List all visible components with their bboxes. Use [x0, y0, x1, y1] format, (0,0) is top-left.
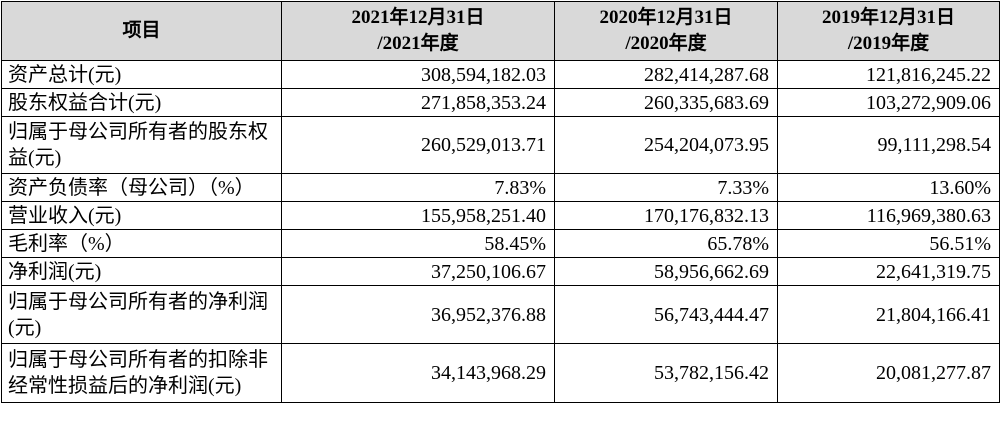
financial-summary-table: 项目 2021年12月31日/2021年度 2020年12月31日/2020年度… [1, 1, 1000, 403]
row-label: 净利润(元) [1, 257, 282, 286]
cell-2020: 58,956,662.69 [554, 257, 778, 286]
row-label: 营业收入(元) [1, 201, 282, 230]
cell-2019: 22,641,319.75 [777, 257, 1000, 286]
table-row: 股东权益合计(元) 271,858,353.24 260,335,683.69 … [1, 88, 1000, 117]
cell-2019: 20,081,277.87 [777, 343, 1000, 403]
cell-2021: 34,143,968.29 [281, 343, 555, 403]
cell-2019: 56.51% [777, 229, 1000, 258]
row-label: 归属于母公司所有者的股东权益(元) [1, 116, 282, 174]
row-label: 股东权益合计(元) [1, 88, 282, 117]
row-label: 归属于母公司所有者的净利润(元) [1, 285, 282, 344]
cell-2020: 254,204,073.95 [554, 116, 778, 174]
cell-2020: 7.33% [554, 173, 778, 202]
header-2019: 2019年12月31日/2019年度 [777, 1, 1000, 61]
cell-2019: 116,969,380.63 [777, 201, 1000, 230]
table-row: 营业收入(元) 155,958,251.40 170,176,832.13 11… [1, 201, 1000, 230]
cell-2021: 7.83% [281, 173, 555, 202]
cell-2019: 99,111,298.54 [777, 116, 1000, 174]
cell-2021: 155,958,251.40 [281, 201, 555, 230]
header-2020: 2020年12月31日/2020年度 [554, 1, 778, 61]
table-row: 资产总计(元) 308,594,182.03 282,414,287.68 12… [1, 60, 1000, 89]
cell-2019: 13.60% [777, 173, 1000, 202]
cell-2021: 271,858,353.24 [281, 88, 555, 117]
cell-2021: 58.45% [281, 229, 555, 258]
cell-2021: 36,952,376.88 [281, 285, 555, 344]
row-label: 资产总计(元) [1, 60, 282, 89]
table-row: 毛利率（%） 58.45% 65.78% 56.51% [1, 229, 1000, 258]
header-row: 项目 2021年12月31日/2021年度 2020年12月31日/2020年度… [1, 1, 1000, 61]
cell-2021: 260,529,013.71 [281, 116, 555, 174]
row-label: 毛利率（%） [1, 229, 282, 258]
cell-2020: 53,782,156.42 [554, 343, 778, 403]
row-label: 资产负债率（母公司）（%） [1, 173, 282, 202]
cell-2020: 65.78% [554, 229, 778, 258]
cell-2020: 260,335,683.69 [554, 88, 778, 117]
table-row: 归属于母公司所有者的股东权益(元) 260,529,013.71 254,204… [1, 116, 1000, 174]
header-item: 项目 [1, 1, 282, 61]
cell-2019: 103,272,909.06 [777, 88, 1000, 117]
cell-2021: 37,250,106.67 [281, 257, 555, 286]
table-row: 资产负债率（母公司）（%） 7.83% 7.33% 13.60% [1, 173, 1000, 202]
cell-2019: 21,804,166.41 [777, 285, 1000, 344]
table-row: 归属于母公司所有者的净利润(元) 36,952,376.88 56,743,44… [1, 285, 1000, 344]
cell-2020: 170,176,832.13 [554, 201, 778, 230]
row-label: 归属于母公司所有者的扣除非经常性损益后的净利润(元) [1, 343, 282, 403]
header-2021: 2021年12月31日/2021年度 [281, 1, 555, 61]
cell-2019: 121,816,245.22 [777, 60, 1000, 89]
cell-2021: 308,594,182.03 [281, 60, 555, 89]
cell-2020: 282,414,287.68 [554, 60, 778, 89]
cell-2020: 56,743,444.47 [554, 285, 778, 344]
table-row: 净利润(元) 37,250,106.67 58,956,662.69 22,64… [1, 257, 1000, 286]
table-row: 归属于母公司所有者的扣除非经常性损益后的净利润(元) 34,143,968.29… [1, 343, 1000, 403]
